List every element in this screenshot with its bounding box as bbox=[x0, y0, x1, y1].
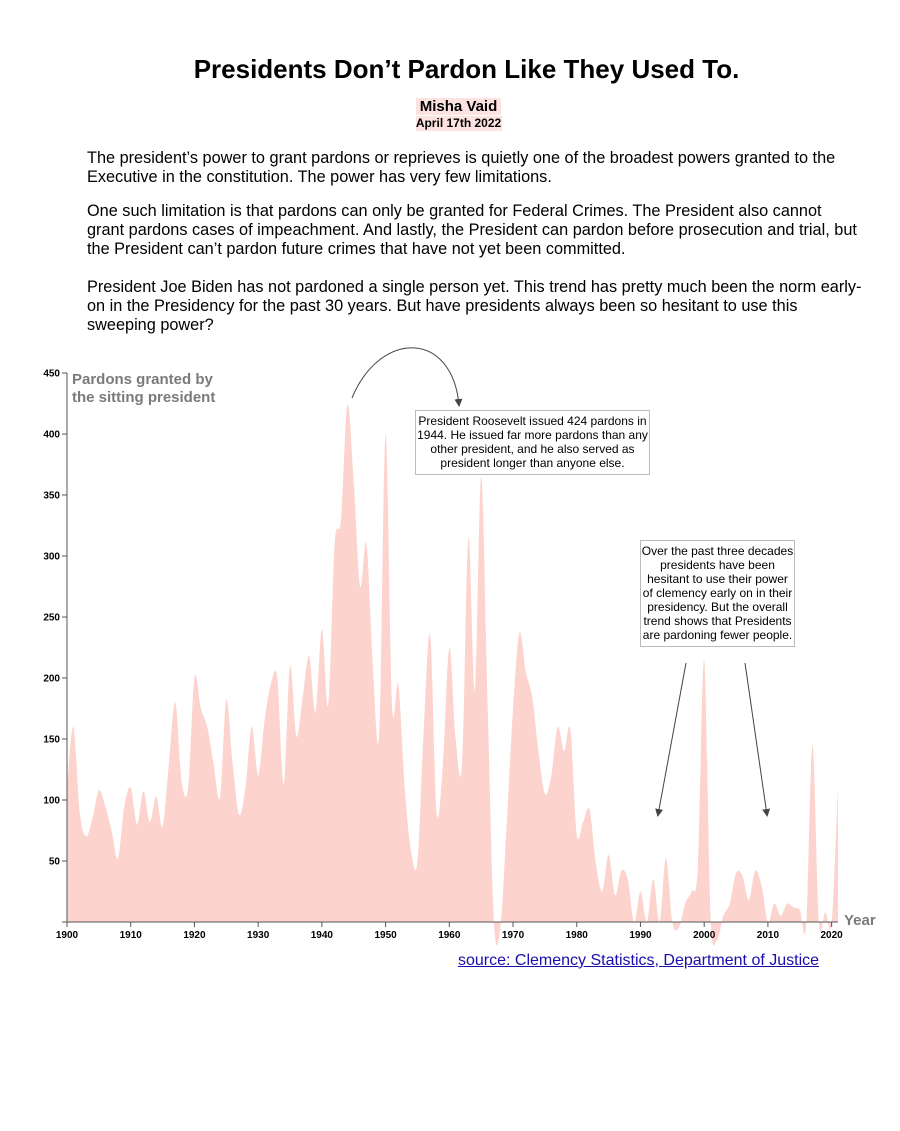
x-tick-label-1920: 1920 bbox=[183, 930, 206, 941]
y-tick-label-300: 300 bbox=[43, 552, 60, 563]
x-tick-label-1940: 1940 bbox=[311, 930, 334, 941]
recent-arrow-left bbox=[655, 662, 687, 817]
x-tick-label-1960: 1960 bbox=[438, 930, 461, 941]
x-tick-label-1930: 1930 bbox=[247, 930, 270, 941]
y-tick-label-50: 50 bbox=[49, 857, 61, 868]
y-axis-title-line-2: the sitting president bbox=[72, 389, 215, 406]
roosevelt-annotation: President Roosevelt issued 424 pardons i… bbox=[415, 410, 650, 475]
x-axis-ticks: 1900 1910 1920 1930 1940 1950 1960 1970 1980 1990… bbox=[56, 922, 843, 941]
y-tick-label-450: 450 bbox=[43, 369, 60, 380]
y-tick-label-250: 250 bbox=[43, 613, 60, 624]
intro-paragraph-1: The president’s power to grant pardons o… bbox=[87, 149, 836, 186]
x-axis-title: Year bbox=[844, 912, 876, 929]
x-tick-label-2000: 2000 bbox=[693, 930, 716, 941]
source-link[interactable]: source: Clemency Statistics, Department … bbox=[458, 952, 820, 969]
intro-paragraph-2: One such limitation is that pardons can … bbox=[87, 202, 857, 258]
x-tick-label-1990: 1990 bbox=[629, 930, 652, 941]
y-axis-title-line-1: Pardons granted by bbox=[72, 371, 214, 388]
y-tick-label-150: 150 bbox=[43, 735, 60, 746]
y-tick-label-350: 350 bbox=[43, 491, 60, 502]
x-tick-label-1910: 1910 bbox=[120, 930, 143, 941]
recent-trend-annotation: Over the past three decades presidents h… bbox=[640, 540, 795, 647]
x-tick-label-2010: 2010 bbox=[757, 930, 780, 941]
author-name: Misha Vaid bbox=[415, 98, 502, 115]
x-tick-label-1970: 1970 bbox=[502, 930, 525, 941]
y-tick-label-400: 400 bbox=[43, 430, 60, 441]
y-axis-ticks: 50 100 150 200 250 300 350 400 450 bbox=[43, 369, 67, 868]
axis-layer bbox=[62, 373, 838, 923]
x-tick-label-1980: 1980 bbox=[566, 930, 589, 941]
intro-paragraph-3: President Joe Biden has not pardoned a s… bbox=[87, 278, 862, 334]
x-tick-label-1900: 1900 bbox=[56, 930, 79, 941]
x-tick-label-1950: 1950 bbox=[374, 930, 397, 941]
area-layer bbox=[67, 404, 838, 946]
roosevelt-arrow bbox=[351, 347, 463, 407]
recent-arrow-right bbox=[744, 662, 771, 817]
y-tick-label-200: 200 bbox=[43, 674, 60, 685]
publish-date: April 17th 2022 bbox=[415, 116, 502, 131]
x-tick-label-2020: 2020 bbox=[821, 930, 844, 941]
page-title: Presidents Don’t Pardon Like They Used T… bbox=[193, 54, 740, 84]
pardons-area-chart: 1900 1910 1920 1930 1940 1950 1960 1970 1980 1990… bbox=[43, 347, 876, 946]
pardons-area bbox=[67, 404, 838, 946]
y-tick-label-100: 100 bbox=[43, 796, 60, 807]
byline: Misha Vaid April 17th 2022 bbox=[0, 98, 900, 131]
